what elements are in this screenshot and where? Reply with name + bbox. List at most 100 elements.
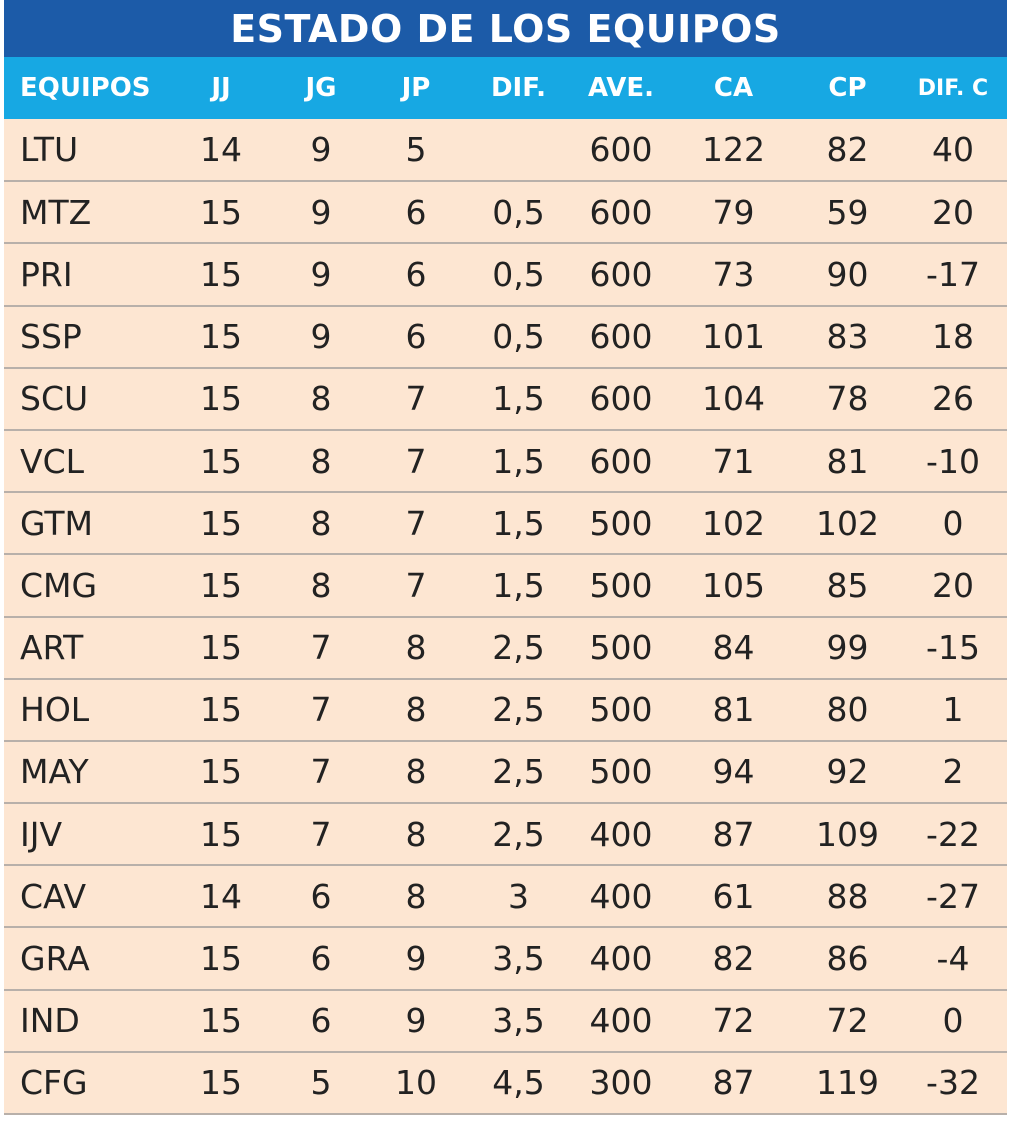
jg-cell: 9 — [276, 243, 366, 307]
jp-cell: 8 — [366, 740, 466, 805]
jg-cell: 7 — [276, 616, 366, 680]
jp-cell: 10 — [366, 1051, 466, 1116]
dif-cell: 1,5 — [466, 492, 571, 556]
table-body: LTU 14 9 5 600 122 82 40 MTZ 15 9 6 0,5 600 79 59 20 PRI 1… — [4, 119, 1007, 1116]
table-header: EQUIPOS JJ JG JP DIF. AVE. CA CP DIF. C — [4, 57, 1007, 119]
team-name: GTM — [4, 492, 166, 556]
ca-cell: 84 — [671, 616, 796, 680]
ca-cell: 61 — [671, 865, 796, 929]
team-name: VCL — [4, 429, 166, 494]
ave-cell: 600 — [571, 429, 671, 494]
ca-cell: 102 — [671, 492, 796, 556]
ca-cell: 71 — [671, 429, 796, 494]
cp-cell: 86 — [796, 927, 899, 991]
team-name: ART — [4, 616, 166, 680]
dif-c-cell: -32 — [899, 1051, 1007, 1116]
jj-cell: 15 — [166, 367, 276, 431]
ca-cell: 79 — [671, 181, 796, 245]
team-name: GRA — [4, 927, 166, 991]
dif-cell: 0,5 — [466, 305, 571, 369]
column-header-cp: CP — [828, 73, 867, 103]
table-row: GRA 15 6 9 3,5 400 82 86 -4 — [4, 927, 1007, 991]
dif-c-cell: -17 — [899, 243, 1007, 307]
ave-cell: 400 — [571, 865, 671, 929]
cp-cell: 81 — [796, 429, 899, 494]
dif-c-cell: 2 — [899, 740, 1007, 805]
jg-cell: 9 — [276, 305, 366, 369]
dif-c-cell: 1 — [899, 678, 1007, 742]
table-row: CFG 15 5 10 4,5 300 87 119 -32 — [4, 1051, 1007, 1116]
ca-cell: 101 — [671, 305, 796, 369]
jg-cell: 7 — [276, 740, 366, 805]
ca-cell: 81 — [671, 678, 796, 742]
jp-cell: 8 — [366, 616, 466, 680]
table-row: ART 15 7 8 2,5 500 84 99 -15 — [4, 616, 1007, 680]
ca-cell: 87 — [671, 1051, 796, 1116]
jg-cell: 8 — [276, 492, 366, 556]
table-row: IND 15 6 9 3,5 400 72 72 0 — [4, 989, 1007, 1053]
team-name: CFG — [4, 1051, 166, 1116]
jg-cell: 6 — [276, 927, 366, 991]
ca-cell: 105 — [671, 554, 796, 618]
team-name: SCU — [4, 367, 166, 431]
jj-cell: 15 — [166, 429, 276, 494]
cp-cell: 85 — [796, 554, 899, 618]
ave-cell: 600 — [571, 181, 671, 245]
cp-cell: 80 — [796, 678, 899, 742]
table-row: PRI 15 9 6 0,5 600 73 90 -17 — [4, 243, 1007, 307]
ca-cell: 72 — [671, 989, 796, 1053]
ave-cell: 400 — [571, 989, 671, 1053]
dif-c-cell: 20 — [899, 554, 1007, 618]
jj-cell: 15 — [166, 989, 276, 1053]
jg-cell: 8 — [276, 554, 366, 618]
dif-cell: 3,5 — [466, 927, 571, 991]
team-name: IND — [4, 989, 166, 1053]
dif-cell: 2,5 — [466, 740, 571, 805]
team-name: MAY — [4, 740, 166, 805]
dif-c-cell: 26 — [899, 367, 1007, 431]
table-row: VCL 15 8 7 1,5 600 71 81 -10 — [4, 429, 1007, 494]
dif-c-cell: -22 — [899, 803, 1007, 867]
cp-cell: 119 — [796, 1051, 899, 1116]
column-header-dif: DIF. — [490, 73, 547, 103]
column-header-jp: JP — [401, 73, 431, 103]
team-name: MTZ — [4, 181, 166, 245]
dif-c-cell: -4 — [899, 927, 1007, 991]
ave-cell: 600 — [571, 305, 671, 369]
jp-cell: 7 — [366, 429, 466, 494]
jp-cell: 5 — [366, 119, 466, 183]
column-header-ave: AVE. — [587, 73, 655, 103]
jp-cell: 7 — [366, 554, 466, 618]
table-row: MTZ 15 9 6 0,5 600 79 59 20 — [4, 181, 1007, 245]
cp-cell: 102 — [796, 492, 899, 556]
ave-cell: 500 — [571, 554, 671, 618]
jg-cell: 7 — [276, 678, 366, 742]
jp-cell: 6 — [366, 181, 466, 245]
ave-cell: 500 — [571, 492, 671, 556]
jj-cell: 15 — [166, 616, 276, 680]
ca-cell: 104 — [671, 367, 796, 431]
jg-cell: 9 — [276, 119, 366, 183]
jp-cell: 6 — [366, 305, 466, 369]
standings-table: EQUIPOS JJ JG JP DIF. AVE. CA CP DIF. C … — [4, 57, 1007, 1116]
table-row: CAV 14 6 8 3 400 61 88 -27 — [4, 865, 1007, 929]
team-name: CAV — [4, 865, 166, 929]
cp-cell: 88 — [796, 865, 899, 929]
dif-c-cell: -15 — [899, 616, 1007, 680]
jp-cell: 7 — [366, 367, 466, 431]
ca-cell: 87 — [671, 803, 796, 867]
table-row: LTU 14 9 5 600 122 82 40 — [4, 119, 1007, 183]
ave-cell: 500 — [571, 678, 671, 742]
jp-cell: 8 — [366, 803, 466, 867]
dif-c-cell: 20 — [899, 181, 1007, 245]
jp-cell: 7 — [366, 492, 466, 556]
jg-cell: 8 — [276, 367, 366, 431]
jp-cell: 9 — [366, 989, 466, 1053]
jj-cell: 15 — [166, 803, 276, 867]
jj-cell: 15 — [166, 492, 276, 556]
table-row: HOL 15 7 8 2,5 500 81 80 1 — [4, 678, 1007, 742]
jp-cell: 6 — [366, 243, 466, 307]
team-name: PRI — [4, 243, 166, 307]
dif-cell: 1,5 — [466, 429, 571, 494]
dif-cell — [466, 119, 571, 183]
